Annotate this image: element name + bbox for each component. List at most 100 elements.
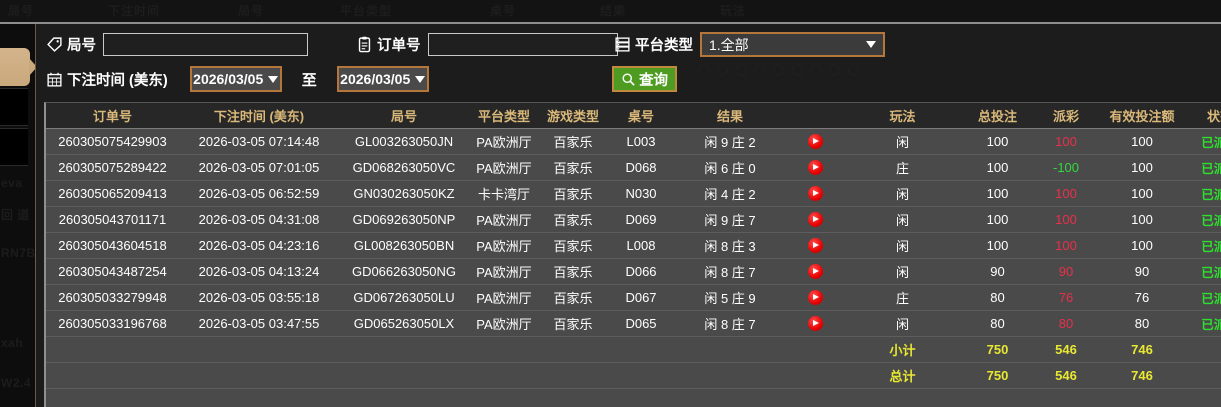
cell-replay [785, 180, 845, 207]
cell-order-no: 260305043487254 [46, 258, 179, 285]
cell-empty [675, 388, 785, 407]
orders-table-container[interactable]: 订单号 下注时间 (美东) 局号 平台类型 游戏类型 桌号 结果 玩法 总投注 … [44, 102, 1221, 407]
summary-valid-bet: 746 [1097, 336, 1187, 363]
cell-game-type: 百家乐 [539, 154, 607, 181]
cell-valid-bet: 80 [1097, 310, 1187, 337]
cell-total-bet: 100 [960, 180, 1035, 207]
cell-bet-side: 庄 [845, 154, 960, 181]
cell-empty [339, 388, 469, 407]
date-range-separator: 至 [301, 71, 317, 89]
col-platform[interactable]: 平台类型 [469, 103, 539, 129]
play-button-icon[interactable] [807, 290, 823, 306]
cell-empty [46, 362, 179, 389]
bet-time-to-value: 2026/03/05 [340, 71, 411, 87]
cell-replay [785, 232, 845, 259]
cell-game-type: 百家乐 [539, 206, 607, 233]
cell-empty [845, 388, 960, 407]
col-order-no[interactable]: 订单号 [46, 103, 179, 129]
status-badge: 已派彩 [1187, 128, 1221, 155]
rail-active-tab[interactable] [0, 48, 37, 86]
search-button-label: 查询 [639, 72, 668, 89]
table-row: 260305043604518 2026-03-05 04:23:16 GL0082… [46, 232, 1221, 259]
play-button-icon[interactable] [807, 238, 823, 254]
play-button-icon[interactable] [807, 160, 823, 176]
status-badge: 已派彩 [1187, 258, 1221, 285]
col-status[interactable]: 状态 [1187, 103, 1221, 129]
cell-bet-time: 2026-03-05 07:14:48 [179, 128, 339, 155]
bg-watermark-2: ○○○○○○○○○ [696, 54, 865, 84]
bet-time-field: 下注时间 (美东) 2026/03/05 至 2026/03/05 [46, 66, 429, 92]
cell-game-type: 百家乐 [539, 180, 607, 207]
left-rail: eva 回 道 RN7B xah W2.4 [0, 24, 37, 407]
play-button-icon[interactable] [807, 316, 823, 332]
cell-order-no: 260305043604518 [46, 232, 179, 259]
clipboard-icon [356, 36, 373, 53]
cell-total-bet: 80 [960, 284, 1035, 311]
search-button[interactable]: 查询 [612, 66, 677, 92]
play-button-icon[interactable] [807, 186, 823, 202]
cell-payout: 100 [1035, 232, 1097, 259]
play-button-icon[interactable] [807, 264, 823, 280]
cell-empty [179, 336, 339, 363]
cell-replay [785, 284, 845, 311]
col-payout[interactable]: 派彩 [1035, 103, 1097, 129]
cell-bet-side: 闲 [845, 232, 960, 259]
cell-table-no: D065 [607, 310, 675, 337]
summary-payout: 546 [1035, 336, 1097, 363]
cell-empty [46, 388, 179, 407]
calendar-icon [46, 71, 63, 88]
cell-platform: 卡卡湾厅 [469, 180, 539, 207]
col-result[interactable]: 结果 [675, 103, 785, 129]
col-bet-time[interactable]: 下注时间 (美东) [179, 103, 339, 129]
cell-empty [785, 362, 845, 389]
table-row: 260305075429903 2026-03-05 07:14:48 GL0032… [46, 128, 1221, 155]
cell-empty [469, 362, 539, 389]
cell-payout: 100 [1035, 206, 1097, 233]
platform-type-select[interactable]: 1.全部 [700, 32, 885, 57]
cell-total-bet: 100 [960, 128, 1035, 155]
summary-row-subtotal: 小计 750 546 746 [46, 336, 1221, 363]
table-header-row: 订单号 下注时间 (美东) 局号 平台类型 游戏类型 桌号 结果 玩法 总投注 … [46, 103, 1221, 129]
summary-label: 小计 [845, 336, 960, 363]
cell-empty [539, 388, 607, 407]
round-no-input[interactable] [103, 33, 308, 56]
status-badge: 已派彩 [1187, 180, 1221, 207]
cell-bet-side: 闲 [845, 258, 960, 285]
chevron-down-icon-from [268, 75, 279, 83]
cell-valid-bet: 100 [1097, 206, 1187, 233]
rail-box-2[interactable] [0, 128, 28, 166]
orders-table: 订单号 下注时间 (美东) 局号 平台类型 游戏类型 桌号 结果 玩法 总投注 … [46, 103, 1221, 407]
table-row: 260305075289422 2026-03-05 07:01:05 GD0682… [46, 154, 1221, 181]
cell-order-no: 260305065209413 [46, 180, 179, 207]
col-game-type[interactable]: 游戏类型 [539, 103, 607, 129]
order-no-input[interactable] [427, 33, 618, 56]
col-total-bet[interactable]: 总投注 [960, 103, 1035, 129]
cell-empty [1097, 388, 1187, 407]
cell-round-no: GD067263050LU [339, 284, 469, 311]
col-table-no[interactable]: 桌号 [607, 103, 675, 129]
bet-time-to-picker[interactable]: 2026/03/05 [336, 66, 429, 92]
cell-round-no: GL003263050JN [339, 128, 469, 155]
play-button-icon[interactable] [807, 212, 823, 228]
rail-box-1[interactable] [0, 88, 28, 126]
cell-payout: 100 [1035, 128, 1097, 155]
cell-platform: PA欧洲厅 [469, 128, 539, 155]
cell-empty [339, 336, 469, 363]
table-row: 260305065209413 2026-03-05 06:52:59 GN0302… [46, 180, 1221, 207]
bet-time-from-picker[interactable]: 2026/03/05 [189, 66, 282, 92]
cell-total-bet: 100 [960, 232, 1035, 259]
cell-valid-bet: 100 [1097, 232, 1187, 259]
col-valid-bet[interactable]: 有效投注额 [1097, 103, 1187, 129]
status-badge: 已派彩 [1187, 232, 1221, 259]
col-bet-side[interactable]: 玩法 [845, 103, 960, 129]
play-button-icon[interactable] [807, 134, 823, 150]
cell-bet-side: 闲 [845, 180, 960, 207]
ghost-label-6: 玩法 [720, 4, 747, 18]
cell-bet-time: 2026-03-05 07:01:05 [179, 154, 339, 181]
cell-order-no: 260305075429903 [46, 128, 179, 155]
cell-total-bet: 100 [960, 206, 1035, 233]
cell-valid-bet: 100 [1097, 180, 1187, 207]
cell-platform: PA欧洲厅 [469, 154, 539, 181]
col-round-no[interactable]: 局号 [339, 103, 469, 129]
table-row: 260305033196768 2026-03-05 03:47:55 GD0652… [46, 310, 1221, 337]
